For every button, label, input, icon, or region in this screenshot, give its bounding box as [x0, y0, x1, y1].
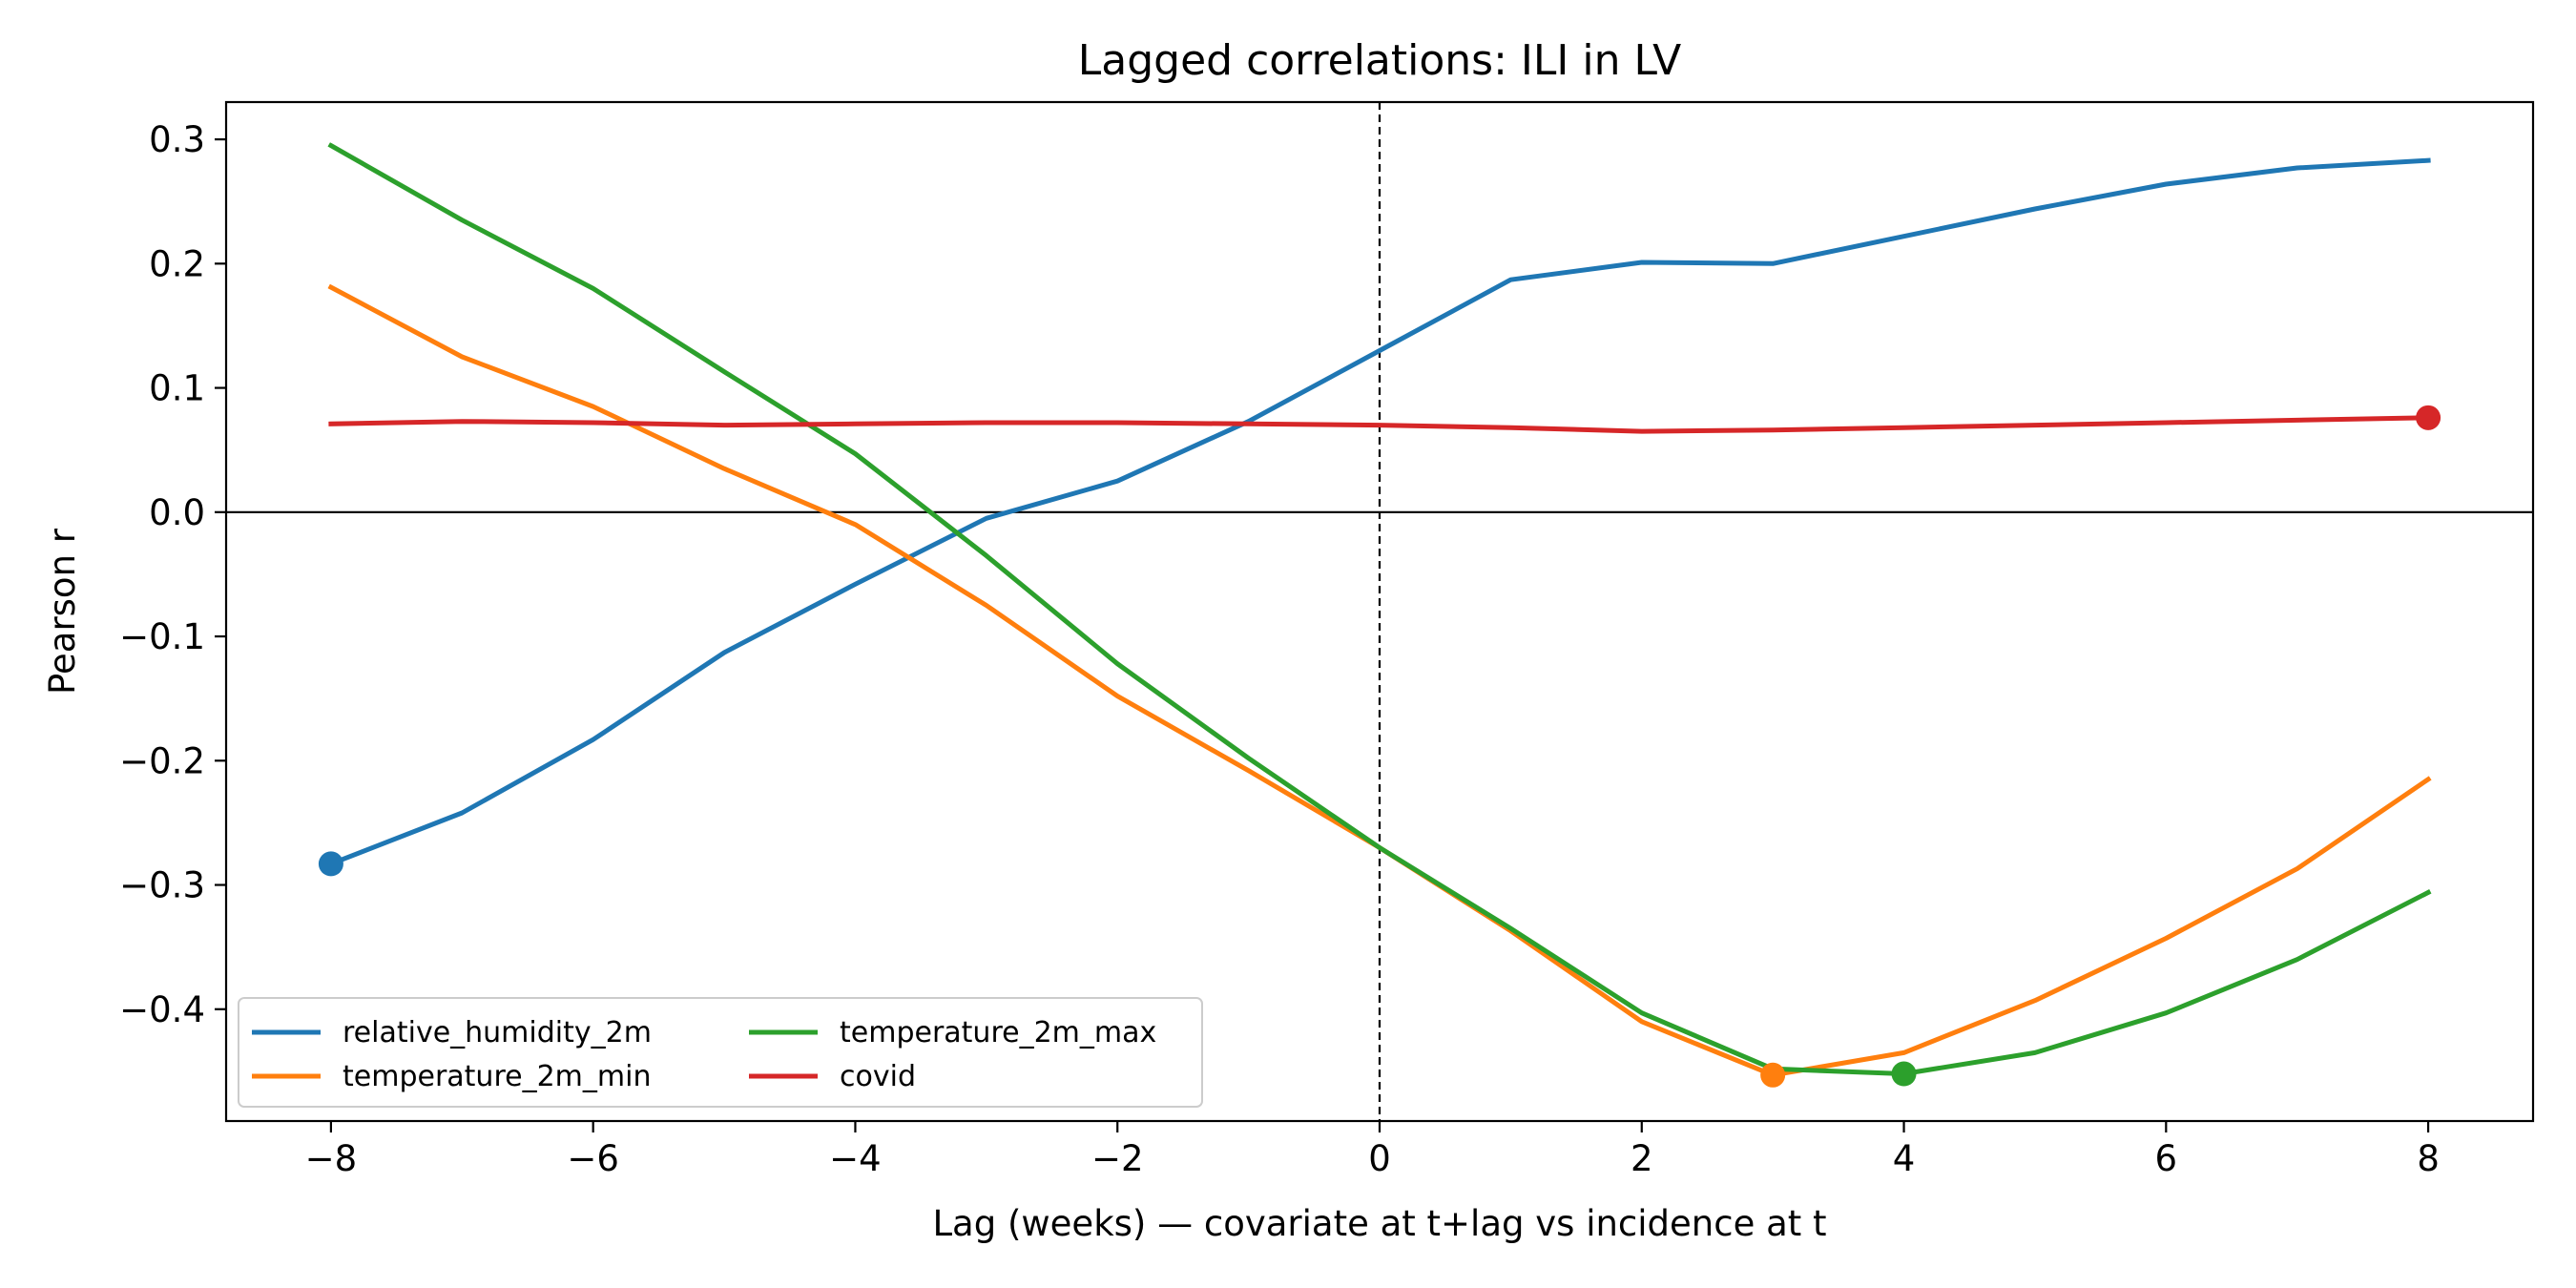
series-line-temperature_2m_max	[327, 142, 2432, 1076]
peak-marker-temperature_2m_max	[1891, 1061, 1917, 1087]
y-tick-label: −0.2	[119, 740, 205, 781]
legend-label-temperature_2m_min: temperature_2m_min	[343, 1060, 651, 1093]
series-line-relative_humidity_2m	[327, 157, 2431, 867]
legend-label-covid: covid	[840, 1060, 916, 1093]
y-tick-label: −0.3	[119, 865, 205, 906]
y-tick-label: 0.1	[149, 368, 205, 409]
x-tick-label: −4	[829, 1138, 882, 1179]
x-tick-label: −2	[1091, 1138, 1144, 1179]
x-tick-label: 2	[1631, 1138, 1653, 1179]
plot-area: −8 −6 −4 −2 0 2 4 6 8 0.3 0.2 0.1 0.0 −0.1 −0.2 −0.3 −0.…	[119, 100, 2535, 1179]
x-tick-label: 6	[2155, 1138, 2178, 1179]
y-axis-label: Pearson r	[42, 528, 83, 695]
x-axis-label: Lag (weeks) — covariate at t+lag vs inci…	[932, 1203, 1826, 1244]
y-tick-label: 0.2	[149, 243, 205, 284]
series-line-covid	[328, 415, 2431, 434]
x-tick-label: 4	[1893, 1138, 1916, 1179]
x-tick-label: 8	[2417, 1138, 2440, 1179]
chart-title: Lagged correlations: ILI in LV	[1078, 36, 1681, 85]
peak-marker-relative_humidity_2m	[318, 851, 343, 877]
x-tick-label: −8	[305, 1138, 358, 1179]
legend-label-relative_humidity_2m: relative_humidity_2m	[343, 1016, 652, 1049]
peak-marker-covid	[2416, 405, 2441, 430]
y-tick-label: 0.3	[149, 119, 205, 160]
peak-marker-temperature_2m_min	[1760, 1062, 1786, 1088]
y-tick-label: 0.0	[149, 492, 205, 533]
y-tick-label: −0.4	[119, 989, 205, 1030]
legend-label-temperature_2m_max: temperature_2m_max	[840, 1016, 1156, 1049]
x-tick-label: −6	[567, 1138, 619, 1179]
legend-box	[238, 997, 1203, 1108]
x-tick-label: 0	[1368, 1138, 1391, 1179]
y-tick-label: −0.1	[119, 616, 205, 657]
